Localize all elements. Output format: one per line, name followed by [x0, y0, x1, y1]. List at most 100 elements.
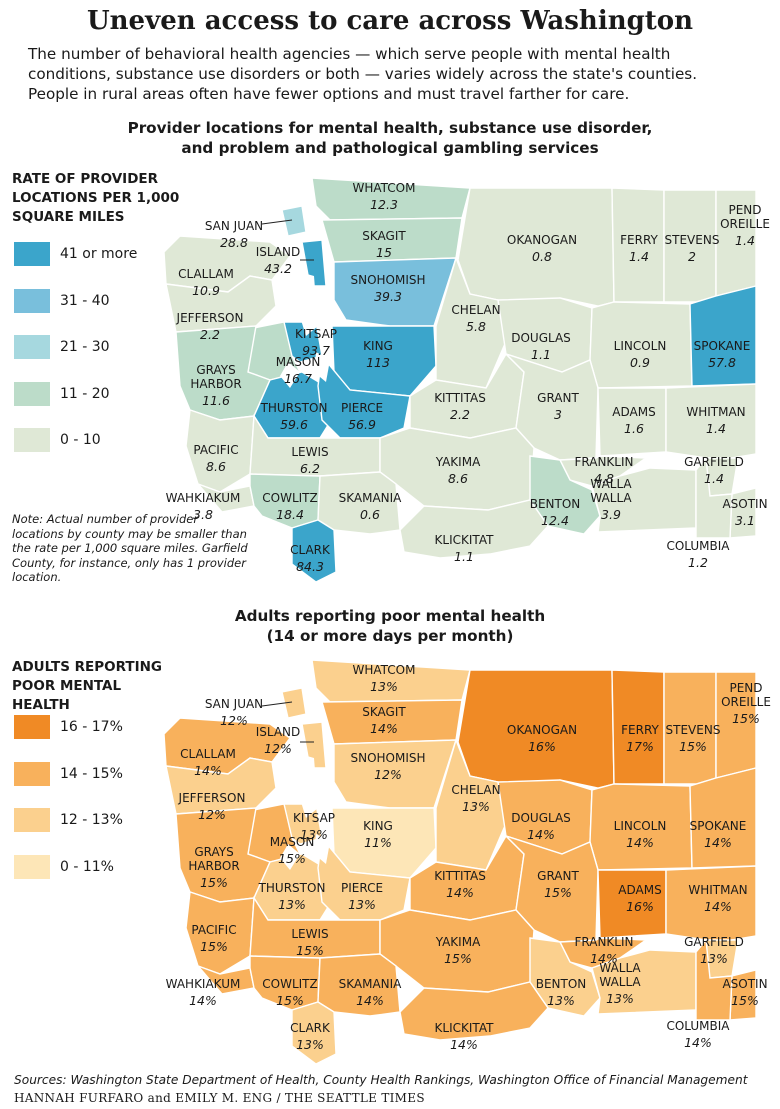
map2-legend-item: 16 - 17%: [14, 714, 123, 740]
map1-label-pierce: PIERCE: [341, 401, 383, 415]
map1-legend-label: 11 - 20: [60, 385, 110, 402]
map2-legend-swatch: [14, 761, 50, 786]
map2-label-klickitat: KLICKITAT: [435, 1021, 495, 1035]
map1-value-kitsap: 93.7: [302, 343, 330, 358]
map1-legend-label: 41 or more: [60, 246, 138, 262]
poor-mental-health-map: WHATCOM 13% SAN JUAN 12% ISLAND 12% SKAGIT 14% O…: [163, 659, 771, 1065]
map2-value-columbia: 14%: [684, 1035, 712, 1050]
map1-legend-swatch: [14, 335, 50, 359]
map1-label-clark: CLARK: [290, 543, 331, 557]
map2-legend-label: 0 - 11%: [60, 858, 114, 875]
map1-value-whatcom: 12.3: [370, 197, 398, 212]
map1-value-spokane: 57.8: [708, 355, 736, 370]
map2-value-pacific: 15%: [200, 939, 228, 954]
map2-value-kitsap: 13%: [300, 827, 328, 842]
map2-legend-label: 14 - 15%: [60, 765, 123, 782]
map2-legend-item: 14 - 15%: [14, 761, 123, 787]
map2-label-pend-oreille: OREILLE: [721, 695, 771, 709]
map2-county-clark: [291, 1001, 337, 1065]
map2-value-walla-walla: 13%: [606, 991, 634, 1006]
map1-value-grant: 3: [554, 407, 562, 422]
map1-label-asotin: ASOTIN: [722, 497, 767, 511]
map2-legend-swatch: [14, 715, 50, 739]
map1-legend-swatch: [14, 288, 50, 313]
map1-value-thurston: 59.6: [280, 417, 308, 432]
map2-county-san-juan: [281, 687, 307, 719]
map2-label-pacific: PACIFIC: [191, 923, 236, 937]
map2-value-stevens: 15%: [679, 739, 707, 754]
map1-value-whitman: 1.4: [706, 421, 726, 436]
map2-legend-label: 12 - 13%: [60, 812, 123, 828]
map1-label-pend-oreille: PEND: [728, 203, 761, 217]
map2-value-lincoln: 14%: [626, 835, 654, 850]
map2-label-grays-harbor: HARBOR: [188, 859, 239, 873]
map2-value-clallam: 14%: [194, 763, 222, 778]
map1-label-whitman: WHITMAN: [686, 405, 745, 419]
map1-value-chelan: 5.8: [466, 319, 486, 334]
map1-label-douglas: DOUGLAS: [511, 331, 571, 345]
map2-title-line1: Adults reporting poor mental health: [234, 607, 546, 625]
map2-value-whitman: 14%: [704, 899, 732, 914]
map1-label-pacific: PACIFIC: [193, 443, 238, 457]
map2-value-grays-harbor: 15%: [200, 875, 228, 890]
map1-legend-swatch: [14, 381, 50, 406]
map1-title-line2: and problem and pathological gambling se…: [181, 139, 599, 157]
map2-label-douglas: DOUGLAS: [511, 811, 571, 825]
map2-value-pierce: 13%: [348, 897, 376, 912]
map2-label-mason: MASON: [270, 835, 315, 849]
map2-value-klickitat: 14%: [450, 1037, 478, 1052]
map1-legend-label: 31 - 40: [60, 292, 110, 309]
map2-label-wahkiakum: WAHKIAKUM: [166, 977, 241, 991]
map1-label-king: KING: [363, 339, 393, 353]
map1-label-benton: BENTON: [530, 497, 581, 511]
map1-value-cowlitz: 18.4: [276, 507, 304, 522]
map1-county-yakima: [379, 427, 535, 511]
map1-note: Note: Actual number of provider location…: [12, 512, 248, 584]
map1-legend-item: 21 - 30: [14, 334, 110, 360]
map1-label-okanogan: OKANOGAN: [507, 233, 577, 247]
map1-label-grays-harbor: HARBOR: [190, 377, 241, 391]
map2-label-island: ISLAND: [256, 725, 301, 739]
map2-legend-swatch: [14, 854, 50, 879]
map1-label-thurston: THURSTON: [260, 401, 328, 415]
map1-value-skamania: 0.6: [360, 507, 380, 522]
map2-value-clark: 13%: [296, 1037, 324, 1052]
map2-label-yakima: YAKIMA: [435, 935, 481, 949]
map1-value-pacific: 8.6: [206, 459, 226, 474]
map2-label-cowlitz: COWLITZ: [262, 977, 317, 991]
map2-label-skamania: SKAMANIA: [339, 977, 403, 991]
map2-county-columbia: [695, 938, 733, 1021]
map1-county-chelan: [435, 255, 521, 389]
map1-label-walla-walla: WALLA: [590, 491, 632, 505]
sources: Sources: Washington State Department of …: [14, 1073, 748, 1087]
map2-legend-title: ADULTS REPORTING POOR MENTAL HEALTH: [12, 659, 163, 713]
map1-value-pend-oreille: 1.4: [735, 233, 755, 248]
headline: Uneven access to care across Washington: [86, 6, 694, 36]
map1-label-columbia: COLUMBIA: [666, 539, 730, 553]
map1-value-okanogan: 0.8: [532, 249, 552, 264]
map2-value-ferry: 17%: [626, 739, 654, 754]
map1-value-lewis: 6.2: [300, 461, 320, 476]
map1-value-snohomish: 39.3: [374, 289, 402, 304]
map2-value-whatcom: 13%: [370, 679, 398, 694]
map1-value-wahkiakum: 3.8: [193, 507, 213, 522]
map2-label-okanogan: OKANOGAN: [507, 723, 577, 737]
map2-value-grant: 15%: [544, 885, 572, 900]
map2-title-line2: (14 or more days per month): [266, 627, 514, 645]
map1-legend-swatch: [14, 428, 50, 452]
map1-county-columbia: [695, 456, 733, 539]
map2-label-kittitas: KITTITAS: [434, 869, 486, 883]
map1-value-san-juan: 28.8: [220, 235, 248, 250]
map1-value-stevens: 2: [688, 249, 696, 264]
map2-value-skagit: 14%: [370, 721, 398, 736]
map2-label-kitsap: KITSAP: [293, 811, 335, 825]
map1-value-garfield: 1.4: [704, 471, 724, 486]
map1-value-lincoln: 0.9: [630, 355, 650, 370]
map1-label-wahkiakum: WAHKIAKUM: [166, 491, 241, 505]
map1-label-adams: ADAMS: [612, 405, 655, 419]
map1-county-klickitat: [399, 499, 549, 559]
map1-value-clark: 84.3: [296, 559, 324, 574]
map1-label-mason: MASON: [276, 355, 321, 369]
map1-label-skagit: SKAGIT: [362, 229, 406, 243]
map2-county-chelan: [435, 737, 521, 871]
